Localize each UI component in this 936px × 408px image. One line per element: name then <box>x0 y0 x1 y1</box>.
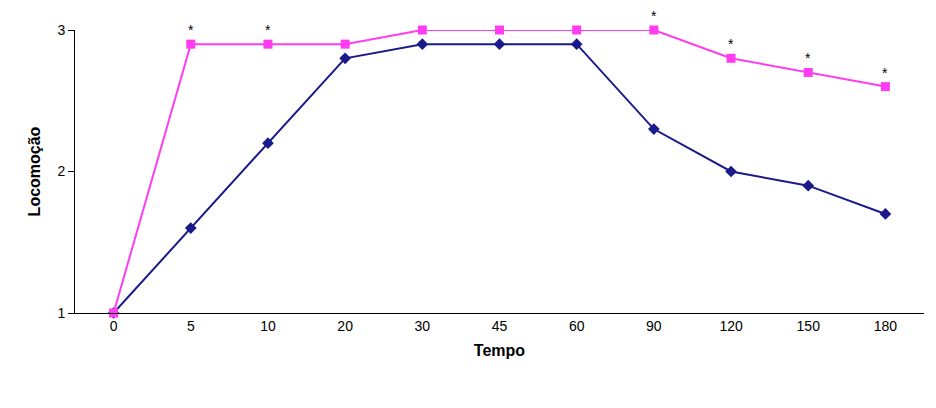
svg-text:180: 180 <box>874 318 898 334</box>
svg-text:90: 90 <box>646 318 662 334</box>
svg-text:45: 45 <box>492 318 508 334</box>
svg-text:60: 60 <box>569 318 585 334</box>
svg-text:*: * <box>805 50 811 66</box>
svg-text:30: 30 <box>415 318 431 334</box>
svg-text:120: 120 <box>719 318 743 334</box>
svg-text:*: * <box>882 65 888 81</box>
svg-text:2: 2 <box>57 163 65 179</box>
svg-text:20: 20 <box>337 318 353 334</box>
svg-text:*: * <box>188 22 194 38</box>
svg-text:*: * <box>728 36 734 52</box>
svg-text:5: 5 <box>187 318 195 334</box>
svg-text:150: 150 <box>797 318 821 334</box>
svg-text:1: 1 <box>57 305 65 321</box>
svg-text:0: 0 <box>110 318 118 334</box>
svg-text:3: 3 <box>57 22 65 38</box>
svg-text:*: * <box>265 22 271 38</box>
svg-text:Locomoção: Locomoção <box>26 126 43 216</box>
svg-text:*: * <box>651 8 657 24</box>
svg-text:Tempo: Tempo <box>474 342 525 359</box>
svg-text:10: 10 <box>260 318 276 334</box>
